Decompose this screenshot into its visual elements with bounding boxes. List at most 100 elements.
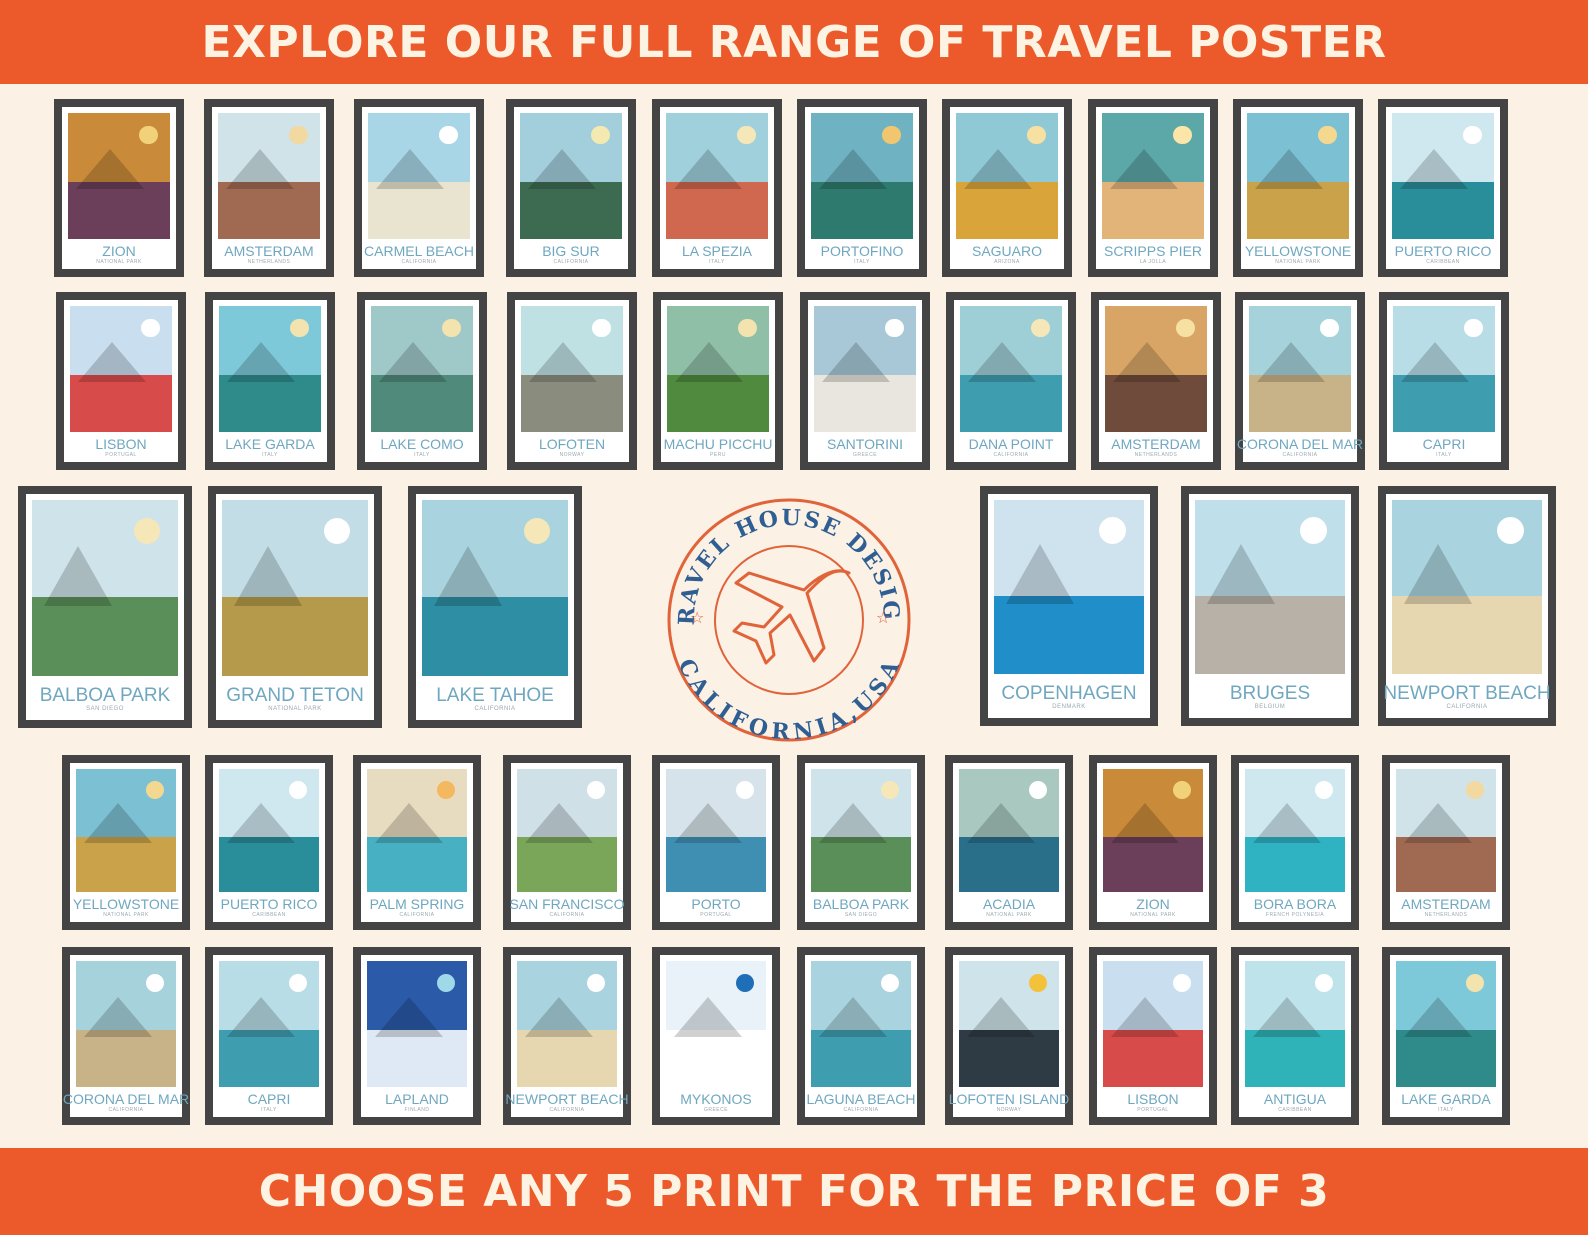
poster-saguaro[interactable]: SAGUARO ARIZONA (942, 99, 1072, 277)
art-hill (674, 148, 743, 189)
poster-mykonos[interactable]: MYKONOS GREECE (652, 947, 780, 1125)
poster-la-spezia[interactable]: LA SPEZIA ITALY (652, 99, 782, 277)
poster-paper: SANTORINI GREECE (808, 300, 922, 462)
poster-subtitle: CALIFORNIA (401, 258, 437, 265)
art-ground (994, 595, 1144, 674)
poster-machu-picchu[interactable]: MACHU PICCHU PERU (653, 292, 783, 470)
art-sun (1176, 318, 1195, 337)
poster-paper: PALM SPRING CALIFORNIA (361, 763, 473, 922)
tower-artwork (811, 769, 911, 892)
logo-location-text: CALIFORNIA,USA (672, 655, 903, 746)
poster-paper: CORONA DEL MAR CALIFORNIA (63, 955, 189, 1117)
poster-caption: GRAND TETON NATIONAL PARK (222, 676, 368, 720)
art-sky (70, 306, 172, 376)
poster-paper: LAKE GARDA ITALY (1390, 955, 1502, 1117)
art-sky (521, 306, 623, 376)
poster-porto[interactable]: PORTO PORTUGAL (652, 755, 780, 930)
poster-balboa-park[interactable]: BALBOA PARK SAN DIEGO (797, 755, 925, 930)
poster-lofoten-island[interactable]: LOFOTEN ISLAND NORWAY (945, 947, 1073, 1125)
poster-capri[interactable]: CAPRI ITALY (205, 947, 333, 1125)
poster-subtitle: NATIONAL PARK (1130, 911, 1176, 918)
poster-laguna-beach[interactable]: LAGUNA BEACH CALIFORNIA (797, 947, 925, 1125)
poster-lisbon[interactable]: LISBON PORTUGAL (1089, 947, 1217, 1125)
poster-paper: BALBOA PARK SAN DIEGO (26, 494, 184, 720)
poster-lake-garda[interactable]: LAKE GARDA ITALY (205, 292, 335, 470)
poster-portofino[interactable]: PORTOFINO ITALY (797, 99, 927, 277)
poster-amsterdam[interactable]: AMSTERDAM NETHERLANDS (1382, 755, 1510, 930)
dome-artwork (814, 306, 916, 432)
art-hill (433, 545, 502, 606)
poster-scripps-pier[interactable]: SCRIPPS PIER LA JOLLA (1088, 99, 1218, 277)
poster-carmel-beach[interactable]: CARMEL BEACH CALIFORNIA (354, 99, 484, 277)
poster-yellowstone[interactable]: YELLOWSTONE NATIONAL PARK (62, 755, 190, 930)
art-hill (375, 996, 443, 1037)
poster-antigua[interactable]: ANTIGUA CARIBBEAN (1231, 947, 1359, 1125)
poster-dana-point[interactable]: DANA POINT CALIFORNIA (946, 292, 1076, 470)
castle-artwork (1396, 961, 1496, 1087)
poster-acadia[interactable]: ACADIA NATIONAL PARK (945, 755, 1073, 930)
peak-house-artwork (959, 961, 1059, 1087)
art-hill (819, 996, 887, 1037)
poster-lisbon[interactable]: LISBON PORTUGAL (56, 292, 186, 470)
poster-amsterdam[interactable]: AMSTERDAM NETHERLANDS (204, 99, 334, 277)
poster-paper: PUERTO RICO CARIBBEAN (1386, 107, 1500, 269)
poster-title: BALBOA PARK (812, 895, 910, 912)
beach-houses-artwork (517, 961, 617, 1087)
poster-title: NEWPORT BEACH (1383, 682, 1551, 704)
poster-puerto-rico[interactable]: PUERTO RICO CARIBBEAN (1378, 99, 1508, 277)
poster-caption: ZION NATIONAL PARK (1103, 892, 1203, 922)
poster-lofoten[interactable]: LOFOTEN NORWAY (507, 292, 637, 470)
art-hill (1257, 341, 1326, 382)
poster-copenhagen[interactable]: COPENHAGEN DENMARK (980, 486, 1158, 726)
art-sun (289, 125, 308, 144)
poster-bruges[interactable]: BRUGES BELGIUM (1181, 486, 1359, 726)
poster-grand-teton[interactable]: GRAND TETON NATIONAL PARK (208, 486, 382, 728)
poster-subtitle: ITALY (1436, 451, 1452, 458)
poster-caption: CAPRI ITALY (219, 1087, 319, 1117)
canyon-artwork (1103, 769, 1203, 892)
poster-balboa-park[interactable]: BALBOA PARK SAN DIEGO (18, 486, 192, 728)
art-sky (422, 500, 568, 597)
poster-paper: YELLOWSTONE NATIONAL PARK (1241, 107, 1355, 269)
poster-subtitle: CALIFORNIA (553, 258, 589, 265)
art-sun (289, 973, 307, 992)
poster-zion[interactable]: ZION NATIONAL PARK (54, 99, 184, 277)
poster-puerto-rico[interactable]: PUERTO RICO CARIBBEAN (205, 755, 333, 930)
art-ground (1103, 836, 1203, 892)
poster-title: LAKE TAHOE (436, 684, 554, 706)
poster-santorini[interactable]: SANTORINI GREECE (800, 292, 930, 470)
art-sun (587, 781, 605, 800)
poster-bora-bora[interactable]: BORA BORA FRENCH POLYNESIA (1231, 755, 1359, 930)
poster-lapland[interactable]: LAPLAND FINLAND (353, 947, 481, 1125)
art-hill (227, 341, 296, 382)
poster-lake-garda[interactable]: LAKE GARDA ITALY (1382, 947, 1510, 1125)
poster-newport-beach[interactable]: NEWPORT BEACH CALIFORNIA (503, 947, 631, 1125)
art-ground (960, 375, 1062, 432)
poster-corona-del-mar[interactable]: CORONA DEL MAR CALIFORNIA (1235, 292, 1365, 470)
poster-title: MACHU PICCHU (663, 435, 773, 452)
poster-caption: YELLOWSTONE NATIONAL PARK (73, 892, 179, 922)
poster-capri[interactable]: CAPRI ITALY (1379, 292, 1509, 470)
poster-caption: LAGUNA BEACH CALIFORNIA (807, 1087, 916, 1117)
poster-corona-del-mar[interactable]: CORONA DEL MAR CALIFORNIA (62, 947, 190, 1125)
art-hill (1253, 802, 1321, 843)
art-ground (956, 182, 1058, 239)
poster-palm-spring[interactable]: PALM SPRING CALIFORNIA (353, 755, 481, 930)
art-ground (517, 1030, 617, 1087)
art-ground (1393, 375, 1495, 432)
art-ground (76, 836, 176, 892)
carriage-artwork (1195, 500, 1345, 674)
art-sun (881, 781, 899, 800)
poster-yellowstone[interactable]: YELLOWSTONE NATIONAL PARK (1233, 99, 1363, 277)
poster-lake-como[interactable]: LAKE COMO ITALY (357, 292, 487, 470)
poster-lake-tahoe[interactable]: LAKE TAHOE CALIFORNIA (408, 486, 582, 728)
poster-zion[interactable]: ZION NATIONAL PARK (1089, 755, 1217, 930)
poster-big-sur[interactable]: BIG SUR CALIFORNIA (506, 99, 636, 277)
art-sun (141, 318, 160, 337)
poster-amsterdam[interactable]: AMSTERDAM NETHERLANDS (1091, 292, 1221, 470)
poster-newport-beach[interactable]: NEWPORT BEACH CALIFORNIA (1378, 486, 1556, 726)
art-ground (666, 182, 768, 239)
art-ground (76, 1030, 176, 1087)
art-sun (1318, 125, 1337, 144)
poster-san-francisco[interactable]: SAN FRANCISCO CALIFORNIA (503, 755, 631, 930)
